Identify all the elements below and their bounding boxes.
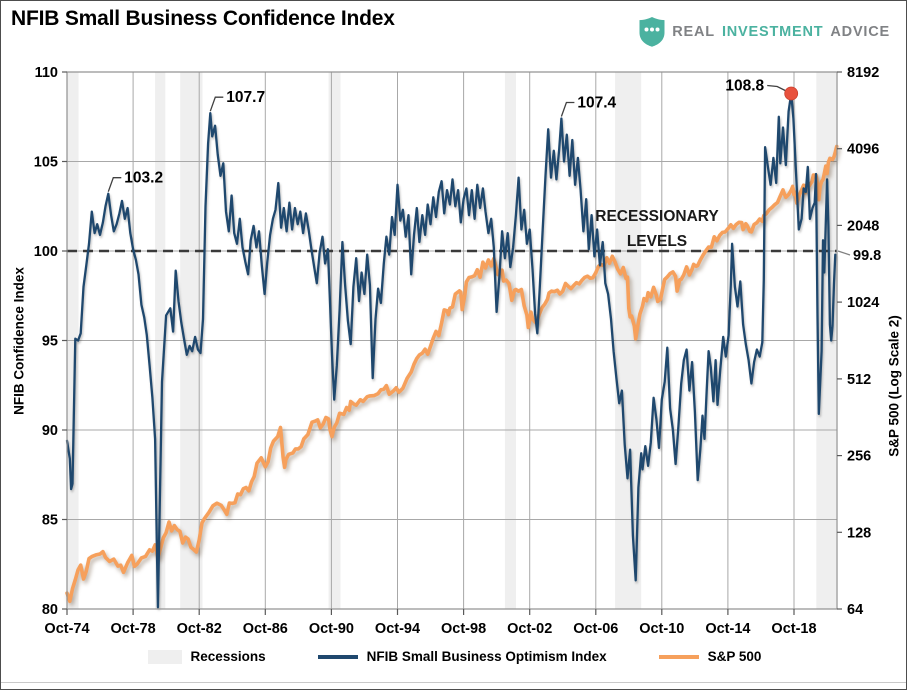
svg-text:64: 64 [847,602,863,618]
recessionary-levels-label: RECESSIONARY LEVELS [595,208,719,251]
svg-text:256: 256 [847,449,871,465]
svg-text:110: 110 [35,65,58,81]
svg-text:Oct-06: Oct-06 [573,621,618,637]
svg-text:103.2: 103.2 [124,170,163,187]
legend-label: NFIB Small Business Optimism Index [366,649,607,664]
left-axis-title: NFIB Confidence Index [11,267,27,415]
legend-label: Recessions [190,649,266,664]
svg-text:1024: 1024 [847,295,879,311]
svg-text:Oct-14: Oct-14 [705,621,750,637]
point-annotations: 103.2 107.7 107.4 108.8 [107,78,799,192]
svg-text:4096: 4096 [847,142,879,158]
svg-text:85: 85 [42,513,58,529]
axis-ticks [62,71,842,615]
svg-text:80: 80 [42,602,58,618]
svg-text:105: 105 [34,155,58,171]
svg-text:108.8: 108.8 [725,78,764,95]
axis-labels: 110 105 100 95 90 85 80 8192 4096 2048 1024 512 256 1… [34,65,879,637]
svg-text:Oct-90: Oct-90 [309,621,354,637]
legend-item-recessions: Recessions [147,649,266,664]
svg-text:Oct-82: Oct-82 [177,621,222,637]
svg-text:8192: 8192 [847,65,879,81]
svg-text:Oct-78: Oct-78 [111,621,156,637]
svg-text:95: 95 [42,334,58,350]
brand-text-advice: ADVICE [830,24,890,40]
svg-text:Oct-74: Oct-74 [44,621,89,637]
legend: Recessions NFIB Small Business Optimism … [1,649,906,664]
recession-band-swatch [147,649,182,664]
reference-callout: 99.8 [837,248,881,264]
right-axis-title: S&P 500 (Log Scale 2) [886,315,902,457]
peak-marker-dot [784,86,799,101]
sp500-line-swatch [658,654,699,659]
svg-text:Oct-02: Oct-02 [507,621,552,637]
svg-text:Oct-18: Oct-18 [771,621,816,637]
brand-logo: REAL INVESTMENT ADVICE [639,17,890,47]
nfib-line [65,92,837,609]
gridlines [67,72,837,609]
legend-item-nfib: NFIB Small Business Optimism Index [317,649,607,664]
page-title: NFIB Small Business Confidence Index [11,7,395,30]
svg-text:Oct-94: Oct-94 [375,621,420,637]
svg-text:512: 512 [847,372,871,388]
svg-text:107.7: 107.7 [226,89,265,106]
svg-text:Oct-86: Oct-86 [243,621,288,637]
svg-text:100: 100 [34,244,58,260]
svg-text:99.8: 99.8 [853,248,881,264]
nfib-line-swatch [317,654,358,659]
brand-text-real: REAL [672,24,715,40]
legend-item-sp500: S&P 500 [658,649,762,664]
svg-text:128: 128 [847,525,871,541]
sp500-line [65,144,839,604]
svg-text:2048: 2048 [847,218,879,234]
brand-text-investment: INVESTMENT [721,24,824,40]
svg-text:Oct-98: Oct-98 [441,621,486,637]
shield-icon [639,17,665,47]
svg-text:Oct-10: Oct-10 [639,621,684,637]
svg-text:90: 90 [42,423,58,439]
bottom-divider [1,682,906,683]
svg-text:107.4: 107.4 [577,95,616,112]
legend-label: S&P 500 [707,649,762,664]
